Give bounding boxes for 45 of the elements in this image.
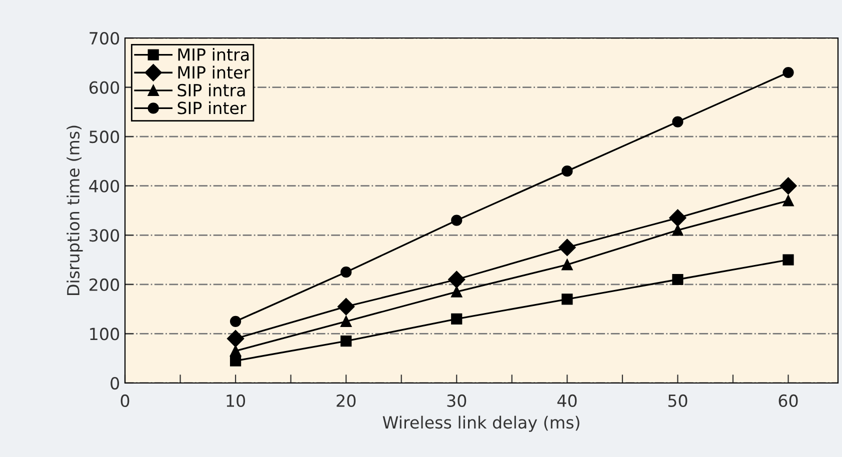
point <box>340 336 352 347</box>
point <box>340 266 352 278</box>
point <box>451 313 462 324</box>
legend-label: MIP inter <box>178 66 250 79</box>
x-tick-label: 10 <box>226 394 246 408</box>
point <box>340 316 352 327</box>
y-tick-label: 400 <box>89 180 120 192</box>
y-tick-label: 100 <box>90 328 120 340</box>
y-tick-label: 200 <box>90 278 120 291</box>
point <box>226 330 244 348</box>
legend-label: SIP intra <box>178 84 245 96</box>
x-tick-label: 20 <box>336 394 356 408</box>
x-axis-title: Wireless link delay (ms) <box>382 416 580 432</box>
point <box>672 116 684 128</box>
point <box>780 177 797 194</box>
point <box>230 316 242 327</box>
x-tick-label: 60 <box>778 394 798 408</box>
point <box>782 66 794 78</box>
x-tick-label: 40 <box>557 394 577 408</box>
point <box>669 209 686 226</box>
y-tick-label: 300 <box>90 229 120 242</box>
point <box>558 238 576 256</box>
point <box>230 345 242 357</box>
point <box>562 259 573 270</box>
legend-label: MIP intra <box>178 48 249 61</box>
x-tick-label: 50 <box>668 394 688 408</box>
x-tick-label: 30 <box>447 394 466 408</box>
point <box>672 274 684 286</box>
y-tick-label: 600 <box>89 81 120 94</box>
point <box>338 298 355 316</box>
legend-label: SIP inter <box>178 101 246 114</box>
point <box>672 224 684 236</box>
y-tick-label: 500 <box>90 130 120 144</box>
point <box>451 214 462 226</box>
y-tick-label: 0 <box>110 376 120 390</box>
point <box>448 270 466 288</box>
point <box>451 286 462 298</box>
y-axis-title: Disruption time (ms) <box>66 126 83 295</box>
point <box>562 294 573 305</box>
y-tick-label: 700 <box>90 32 120 45</box>
point <box>782 254 794 266</box>
point <box>230 355 242 366</box>
point <box>562 166 573 177</box>
x-tick-label: 0 <box>120 394 130 408</box>
point <box>782 195 794 206</box>
